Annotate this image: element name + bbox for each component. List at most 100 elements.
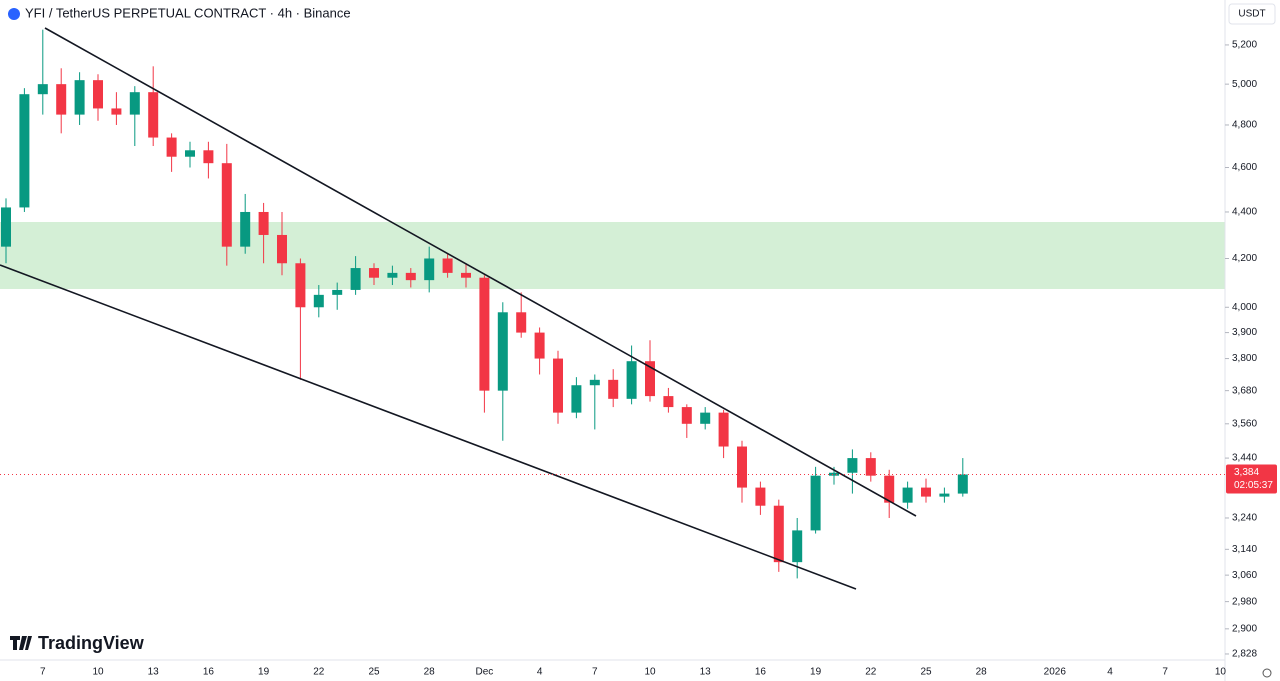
- y-tick-label: 4,000: [1232, 302, 1257, 313]
- candle-body: [497, 312, 508, 391]
- candle-body: [957, 474, 968, 494]
- x-tick-label: 4: [1107, 667, 1113, 678]
- y-tick-label: 3,560: [1232, 418, 1257, 429]
- x-tick-label: 7: [1162, 667, 1168, 678]
- symbol-icon: [8, 8, 20, 20]
- x-tick-label: 25: [920, 667, 932, 678]
- x-tick-label: 13: [700, 667, 712, 678]
- y-tick-label: 2,980: [1232, 596, 1257, 607]
- candle-body: [737, 446, 747, 488]
- candle-body: [37, 84, 48, 95]
- brand-name: TradingView: [38, 633, 145, 653]
- candle-body: [369, 268, 379, 278]
- candle-body: [553, 358, 563, 413]
- candle-body: [534, 332, 545, 359]
- trend-line-upper: [44, 27, 917, 517]
- candle-body: [626, 361, 637, 399]
- last-price-label: 3,384: [1234, 467, 1259, 478]
- x-tick-label: 2026: [1044, 667, 1067, 678]
- x-tick-label: 25: [368, 667, 380, 678]
- x-tick-label: 22: [865, 667, 877, 678]
- x-tick-label: 7: [592, 667, 598, 678]
- candle-body: [755, 487, 766, 506]
- brand-logo: [10, 636, 32, 650]
- candle-body: [461, 272, 471, 278]
- candle-body: [203, 150, 214, 164]
- candle-body: [277, 234, 287, 264]
- last-price-box: [1226, 464, 1277, 494]
- support-zone: [0, 222, 1225, 289]
- candle-body: [773, 505, 784, 563]
- candle-body: [258, 211, 269, 235]
- candle-body: [313, 294, 324, 308]
- y-tick-label: 3,900: [1232, 327, 1257, 338]
- y-tick-label: 4,600: [1232, 162, 1257, 173]
- y-tick-label: 5,000: [1232, 79, 1257, 90]
- candle-body: [74, 80, 85, 115]
- x-tick-label: 10: [644, 667, 656, 678]
- chart-title: YFI / TetherUS PERPETUAL CONTRACT · 4h ·…: [25, 5, 351, 20]
- plot-area: [1, 29, 968, 579]
- candle-body: [516, 312, 527, 333]
- x-tick-label: 22: [313, 667, 325, 678]
- candle-body: [939, 493, 950, 497]
- candle-body: [19, 94, 30, 208]
- y-tick-label: 3,140: [1232, 544, 1257, 555]
- candle-body: [424, 258, 435, 281]
- trend-line-lower: [0, 264, 857, 590]
- candle-body: [829, 472, 839, 476]
- x-tick-label: 7: [40, 667, 46, 678]
- candle-body: [645, 361, 655, 397]
- y-tick-label: 4,200: [1232, 253, 1257, 264]
- candle-body: [442, 258, 453, 273]
- y-tick-label: 5,200: [1232, 40, 1257, 51]
- x-tick-label: 10: [92, 667, 104, 678]
- settings-icon[interactable]: [1262, 668, 1272, 678]
- x-tick-label: 16: [755, 667, 767, 678]
- candle-body: [295, 263, 306, 308]
- candle-body: [810, 475, 821, 531]
- y-tick-label: 2,828: [1232, 649, 1257, 660]
- candle-body: [129, 92, 140, 115]
- y-tick-label: 3,680: [1232, 385, 1257, 396]
- candle-body: [387, 272, 398, 278]
- candle-body: [921, 487, 931, 497]
- candle-body: [350, 268, 361, 290]
- candle-body: [884, 475, 895, 503]
- candle-body: [792, 530, 803, 563]
- candle-body: [479, 277, 490, 391]
- candle-body: [865, 458, 876, 476]
- y-tick-label: 2,900: [1232, 623, 1257, 634]
- x-tick-label: 19: [258, 667, 270, 678]
- candle-body: [902, 487, 913, 503]
- y-tick-label: 4,400: [1232, 207, 1257, 218]
- candle-body: [148, 92, 159, 138]
- candle-body: [700, 412, 711, 424]
- x-tick-label: Dec: [476, 667, 494, 678]
- candle-body: [681, 407, 692, 424]
- candle-body: [718, 412, 729, 447]
- y-tick-label: 3,440: [1232, 453, 1257, 464]
- candle-body: [332, 289, 343, 295]
- x-tick-label: 10: [1215, 667, 1227, 678]
- candle-body: [221, 163, 232, 247]
- candle-body: [185, 150, 195, 157]
- x-tick-label: 4: [537, 667, 543, 678]
- x-tick-label: 19: [810, 667, 822, 678]
- candle-body: [847, 458, 858, 473]
- candle-body: [663, 396, 674, 408]
- currency-label: USDT: [1238, 9, 1265, 20]
- candle-body: [111, 108, 122, 115]
- y-tick-label: 3,240: [1232, 513, 1257, 524]
- candle-body: [589, 379, 600, 386]
- candle-body: [571, 385, 582, 413]
- candle-body: [240, 211, 251, 247]
- y-tick-label: 3,800: [1232, 353, 1257, 364]
- y-tick-label: 4,800: [1232, 120, 1257, 131]
- candle-body: [56, 84, 67, 115]
- x-tick-label: 13: [148, 667, 160, 678]
- currency-button[interactable]: [1228, 3, 1276, 25]
- y-tick-label: 3,060: [1232, 570, 1257, 581]
- countdown-label: 02:05:37: [1234, 480, 1273, 491]
